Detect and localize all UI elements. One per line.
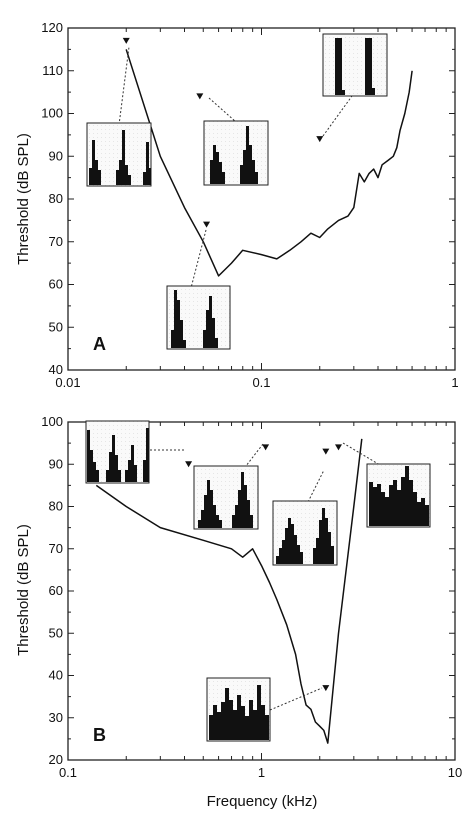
y-tick-label: 100 [41, 106, 63, 121]
inset-leader [190, 229, 207, 289]
x-tick-label: 0.1 [252, 375, 270, 390]
y-tick-label: 60 [49, 583, 63, 598]
down-triangle-marker [335, 444, 343, 451]
panel-b-x-ticks: 0.1 1 10 [59, 422, 462, 780]
down-triangle-marker [316, 136, 324, 143]
y-tick-label: 50 [49, 625, 63, 640]
inset-leader [342, 442, 381, 466]
inset-leader [118, 46, 130, 126]
y-tick-label: 100 [41, 414, 63, 429]
threshold-curve-line [95, 438, 363, 744]
inset-bars [87, 428, 149, 482]
panel-a-inset-mid [203, 97, 269, 186]
y-tick-label: 40 [49, 668, 63, 683]
y-tick-label: 90 [49, 148, 63, 163]
panel-a-y-ticks: 40 50 60 70 80 90 100 110 120 [41, 20, 455, 377]
panel-b-threshold-curve [95, 438, 363, 744]
y-tick-label: 90 [49, 456, 63, 471]
threshold-curve-line [125, 49, 413, 277]
panel-b-inset-1 [85, 420, 186, 484]
y-tick-label: 50 [49, 319, 63, 334]
panel-b-x-axis-title: Frequency (kHz) [207, 793, 318, 810]
panel-a-inset-low [86, 46, 152, 187]
down-triangle-marker [322, 448, 330, 455]
y-tick-label: 80 [49, 191, 63, 206]
inset-bars [276, 508, 334, 564]
x-tick-label: 1 [258, 765, 265, 780]
y-tick-label: 20 [49, 752, 63, 767]
y-tick-label: 80 [49, 499, 63, 514]
y-tick-label: 70 [49, 541, 63, 556]
panel-a: 40 50 60 70 80 90 100 110 120 0.01 0.1 1 Threshold… [15, 20, 459, 390]
down-triangle-marker [185, 461, 193, 468]
panel-b-inset-4 [342, 442, 431, 528]
panel-a-inset-high [322, 33, 388, 137]
x-tick-label: 0.01 [55, 375, 80, 390]
inset-bars [335, 38, 375, 95]
inset-bars [198, 472, 253, 528]
y-tick-label: 40 [49, 362, 63, 377]
down-triangle-marker [203, 221, 211, 228]
inset-bars [171, 290, 218, 348]
inset-leader [307, 469, 325, 503]
y-tick-label: 120 [41, 20, 63, 35]
inset-leader [269, 687, 323, 711]
down-triangle-marker [196, 93, 204, 100]
x-tick-label: 10 [448, 765, 462, 780]
panel-b-letter: B [93, 725, 106, 745]
panel-a-marker-group [122, 37, 324, 228]
inset-leader [208, 97, 237, 123]
inset-frame [322, 33, 388, 97]
panel-b-y-axis-title: Threshold (dB SPL) [15, 524, 32, 656]
y-tick-label: 30 [49, 710, 63, 725]
panel-b-inset-cf [206, 677, 323, 742]
panel-a-frame [67, 27, 456, 371]
down-triangle-marker [122, 37, 130, 44]
panel-b-inset-3 [272, 469, 338, 566]
y-tick-label: 110 [42, 63, 63, 78]
panel-b-marker-group [185, 444, 343, 692]
inset-bars [369, 466, 429, 526]
inset-bars [89, 130, 151, 185]
y-tick-label: 70 [49, 234, 63, 249]
inset-bars [209, 685, 269, 740]
panel-a-y-axis-title: Threshold (dB SPL) [15, 133, 32, 265]
down-triangle-marker [262, 444, 270, 451]
panel-a-letter: A [93, 334, 106, 354]
panel-b-y-ticks: 20 30 40 50 60 70 80 90 100 [41, 414, 455, 767]
panel-a-inset-cf [166, 229, 231, 350]
panel-a-x-ticks: 0.01 0.1 1 [55, 28, 459, 390]
panel-b-inset-2 [193, 443, 264, 530]
panel-b: 20 30 40 50 60 70 80 90 100 0.1 1 10 Threshold (dB… [15, 414, 462, 810]
inset-leader [322, 95, 353, 137]
panel-a-threshold-curve [125, 49, 413, 277]
inset-bars [210, 126, 258, 184]
x-tick-label: 1 [451, 375, 458, 390]
y-tick-label: 60 [49, 277, 63, 292]
down-triangle-marker [322, 685, 330, 692]
x-tick-label: 0.1 [59, 765, 77, 780]
